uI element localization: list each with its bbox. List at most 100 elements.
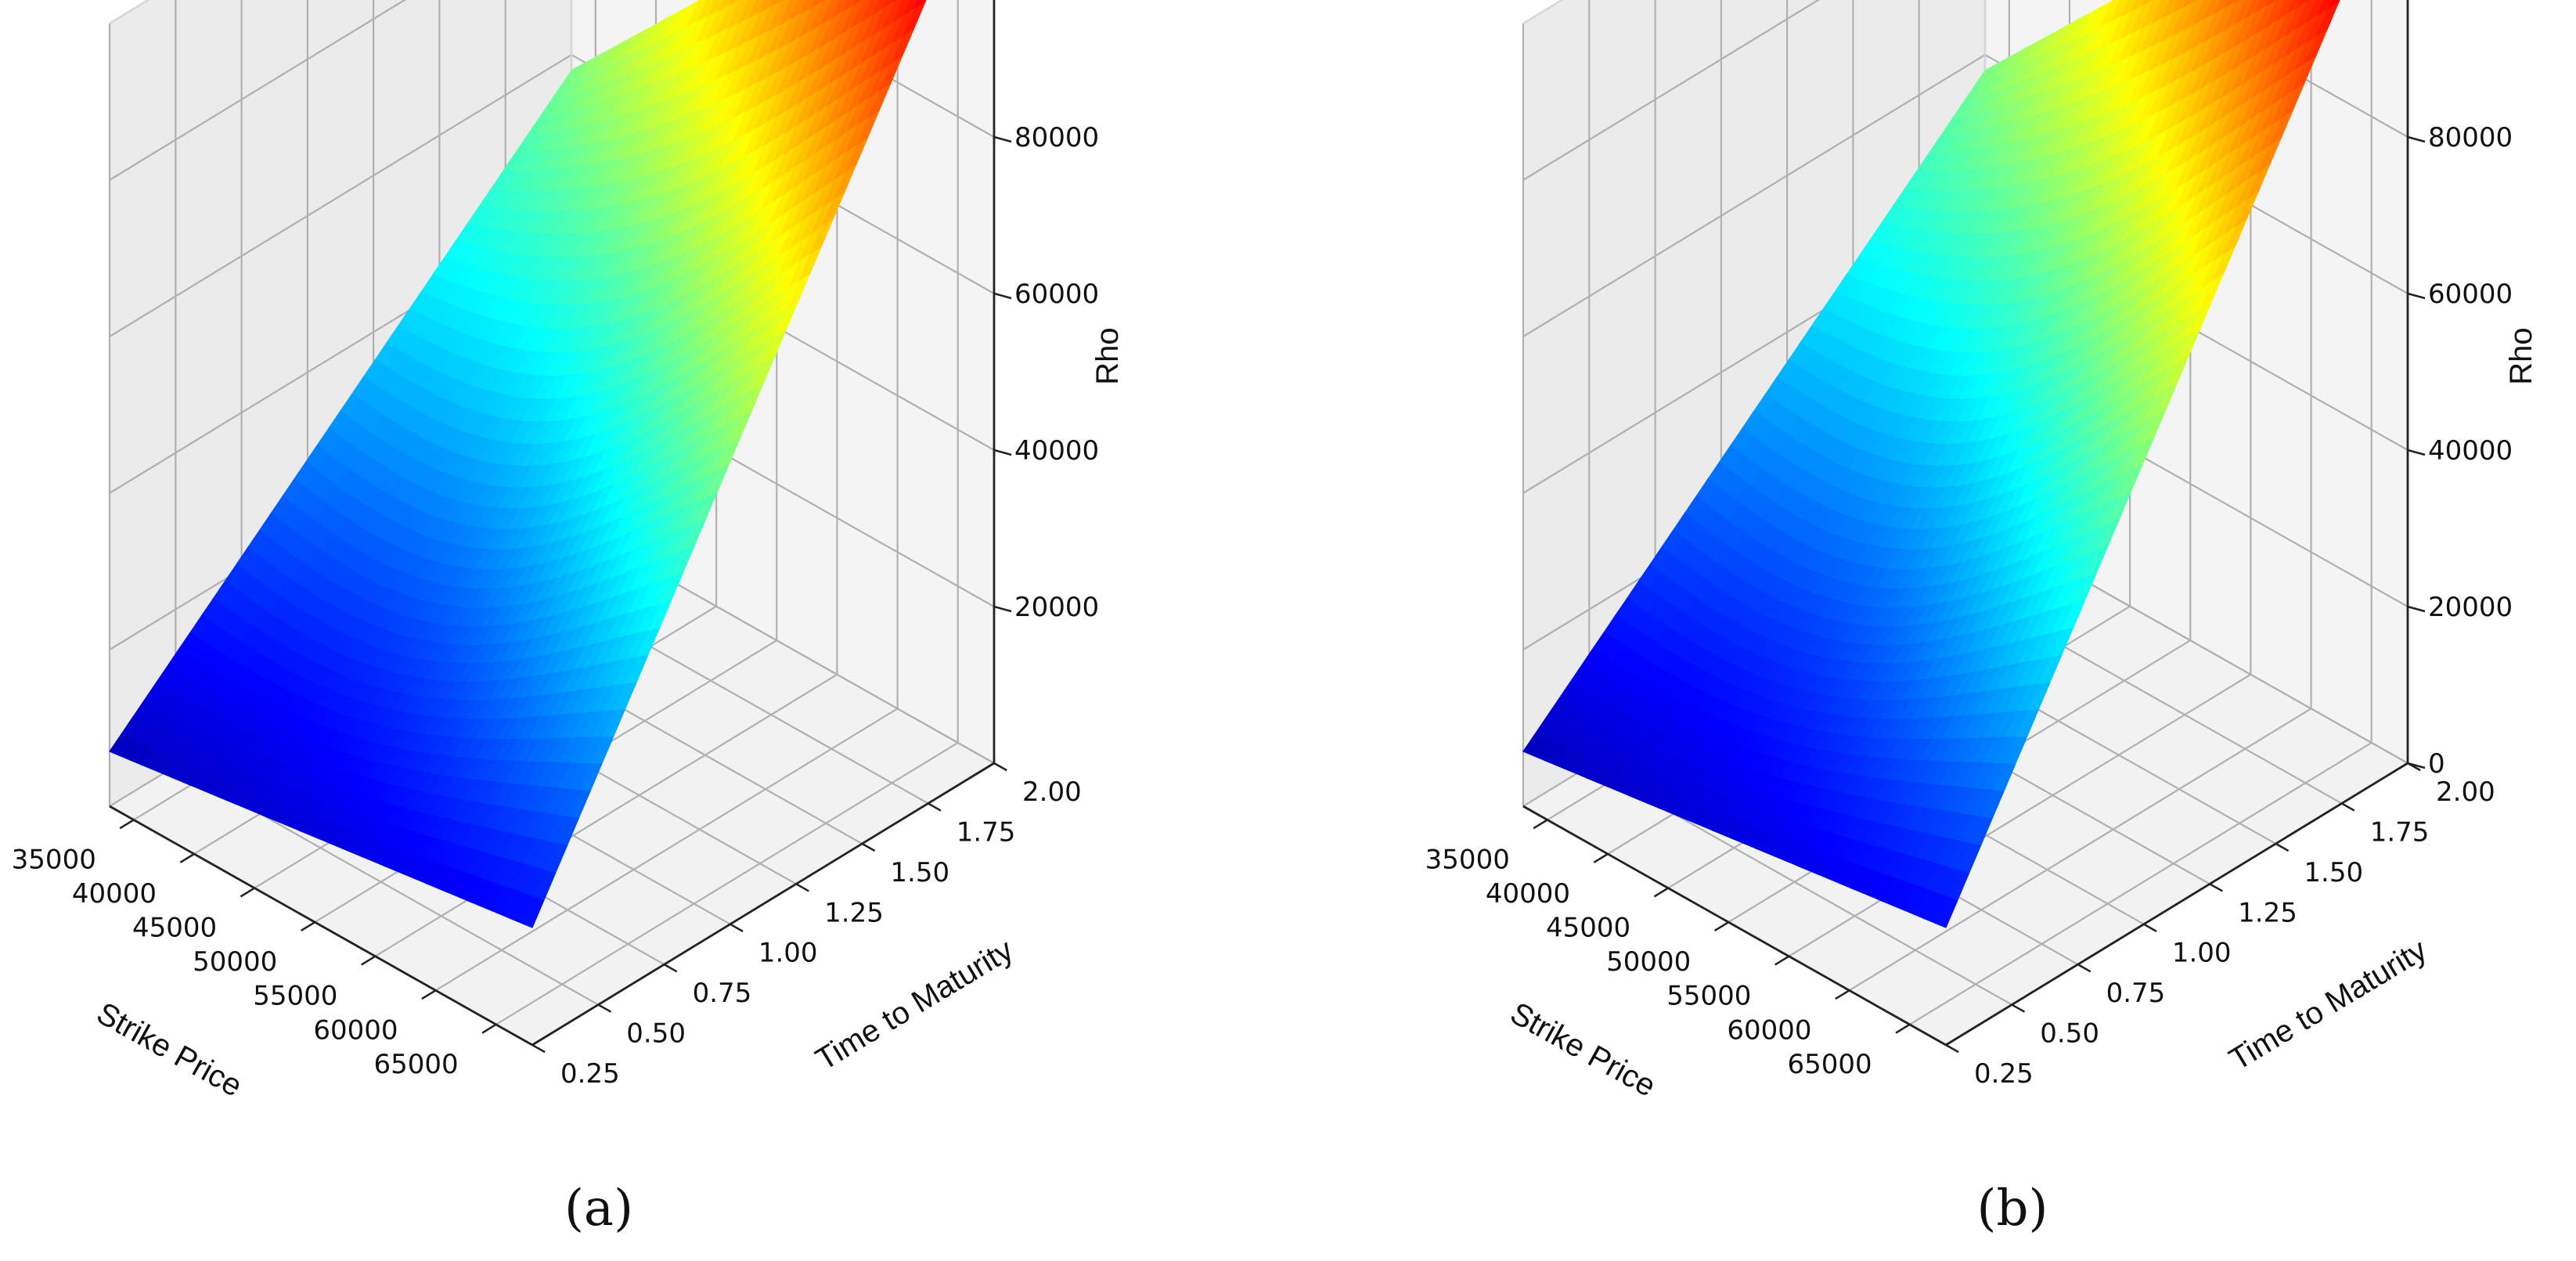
y-tick-mark: [2209, 883, 2223, 892]
y-tick-mark: [663, 964, 678, 973]
z-axis-title: Rho: [1090, 327, 1125, 384]
z-tick-mark: [2407, 135, 2426, 143]
y-tick-mark: [531, 1043, 546, 1054]
x-axis-line: [109, 805, 533, 1047]
y-tick-mark: [1945, 1043, 1959, 1054]
x-tick-label: 45000: [132, 913, 217, 944]
y-tick-label: 1.25: [824, 897, 884, 928]
z-tick-label: 20000: [2428, 592, 2513, 623]
x-tick-mark: [1895, 1023, 1911, 1034]
x-tick-mark: [1593, 852, 1609, 863]
y-axis-title: Time to Maturity: [810, 933, 1019, 1078]
x-tick-label: 60000: [313, 1014, 398, 1046]
z-axis-title: Rho: [2504, 327, 2538, 384]
x-tick-label: 35000: [12, 844, 96, 875]
x-tick-mark: [179, 852, 195, 863]
x-tick-label: 40000: [72, 878, 157, 910]
y-tick-label: 1.50: [2304, 857, 2363, 888]
y-tick-mark: [795, 883, 809, 892]
y-tick-label: 1.00: [758, 938, 818, 969]
x-tick-label: 65000: [1788, 1049, 1872, 1080]
x-tick-mark: [240, 887, 255, 898]
y-tick-mark: [2011, 1003, 2026, 1013]
x-tick-label: 55000: [253, 981, 337, 1012]
y-tick-mark: [861, 842, 876, 852]
y-tick-label: 0.50: [626, 1018, 686, 1050]
z-tick-label: 0: [2428, 748, 2445, 780]
x-tick-mark: [300, 921, 315, 932]
z-tick-label: 80000: [1014, 122, 1099, 153]
x-tick-mark: [1835, 989, 1850, 1000]
axis-lines: [1522, 0, 2409, 1047]
z-ticks: 20000 40000 60000 80000: [993, 122, 1099, 623]
x-tick-label: 60000: [1727, 1014, 1811, 1046]
rho-surface: [109, 0, 927, 928]
y-tick-label: 1.00: [2172, 938, 2232, 969]
y-tick-label: 0.25: [560, 1058, 620, 1090]
z-tick-mark: [993, 292, 1012, 300]
y-tick-label: 1.75: [957, 816, 1016, 848]
z-tick-mark: [2407, 762, 2426, 769]
x-tick-label: 35000: [1425, 844, 1510, 875]
y-tick-mark: [993, 762, 1007, 772]
z-tick-mark: [993, 449, 1012, 456]
y-axis-line: [1945, 762, 2408, 1047]
x-tick-label: 50000: [1606, 946, 1691, 978]
x-tick-mark: [361, 955, 376, 966]
y-tick-label: 2.00: [2436, 776, 2495, 808]
y-tick-mark: [2077, 964, 2091, 973]
x-tick-mark: [1533, 819, 1548, 830]
z-tick-mark: [2407, 605, 2426, 613]
y-axis-line: [531, 762, 995, 1047]
z-tick-mark: [2407, 292, 2426, 300]
y-tick-mark: [2143, 923, 2157, 932]
panel-caption: (a): [564, 1180, 633, 1238]
y-tick-mark: [730, 923, 744, 932]
x-tick-mark: [421, 989, 437, 1000]
z-ticks: 0 20000 40000 60000 80000: [2407, 122, 2513, 780]
z-tick-label: 40000: [2428, 435, 2513, 467]
rho-surface: [1522, 0, 2340, 928]
x-tick-mark: [1713, 921, 1729, 932]
y-tick-mark: [928, 802, 942, 812]
surface-cell: [521, 895, 545, 928]
y-tick-label: 0.50: [2040, 1018, 2099, 1050]
y-ticks: 0.250.500.751.001.251.501.752.00: [531, 762, 1082, 1090]
y-tick-mark: [597, 1003, 612, 1013]
x-axis-line: [1522, 805, 1947, 1047]
z-tick-label: 60000: [1014, 279, 1099, 310]
z-tick-label: 20000: [1014, 592, 1099, 623]
y-tick-label: 0.25: [1974, 1058, 2034, 1090]
x-tick-mark: [119, 819, 135, 830]
y-axis-title: Time to Maturity: [2224, 933, 2433, 1078]
x-tick-label: 50000: [193, 946, 277, 978]
z-tick-mark: [993, 135, 1012, 143]
x-tick-label: 40000: [1486, 878, 1570, 910]
y-tick-label: 1.75: [2370, 816, 2430, 848]
z-tick-mark: [2407, 449, 2426, 456]
x-tick-label: 55000: [1666, 981, 1751, 1012]
y-tick-mark: [2275, 842, 2290, 852]
x-axis-title: Strike Price: [91, 996, 247, 1104]
y-tick-label: 2.00: [1022, 776, 1082, 808]
y-ticks: 0.250.500.751.001.251.501.752.00: [1945, 762, 2495, 1090]
x-axis-title: Strike Price: [1504, 996, 1661, 1104]
x-tick-label: 45000: [1546, 913, 1630, 944]
y-tick-mark: [2341, 802, 2355, 812]
x-tick-label: 65000: [374, 1049, 459, 1080]
x-tick-mark: [481, 1023, 497, 1034]
x-tick-mark: [1774, 955, 1790, 966]
y-tick-label: 1.50: [890, 857, 949, 888]
y-tick-label: 1.25: [2238, 897, 2297, 928]
z-tick-label: 80000: [2428, 122, 2513, 153]
panel-caption: (b): [1977, 1180, 2048, 1238]
z-tick-mark: [993, 605, 1012, 613]
x-tick-mark: [1653, 887, 1669, 898]
z-tick-label: 40000: [1014, 435, 1099, 467]
axis-lines: [109, 0, 996, 1047]
